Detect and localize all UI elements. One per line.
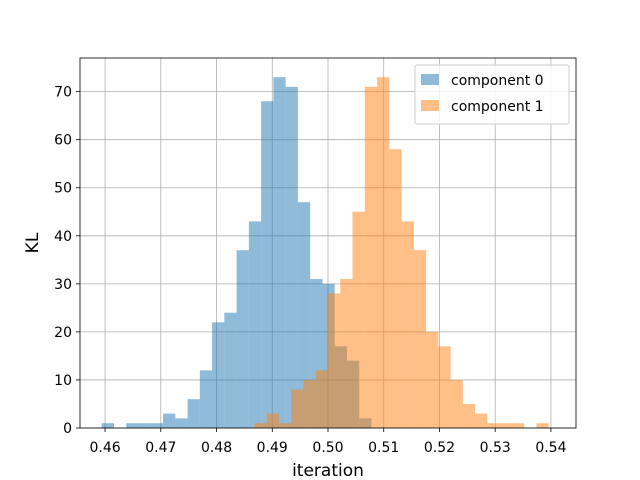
x-tick-label: 0.51 — [368, 440, 399, 456]
x-tick-label: 0.53 — [480, 440, 511, 456]
bars — [101, 77, 549, 429]
histogram-bar — [401, 221, 414, 428]
histogram-bar — [273, 77, 286, 429]
histogram-bar — [328, 293, 341, 428]
histogram-bar — [212, 322, 225, 428]
histogram-bar — [303, 379, 316, 428]
x-tick-label: 0.54 — [535, 440, 566, 456]
histogram-bar — [236, 250, 249, 428]
histogram-bar — [254, 423, 267, 428]
x-tick-label: 0.49 — [257, 440, 288, 456]
histogram-bar — [352, 211, 365, 428]
x-tick-label: 0.48 — [201, 440, 232, 456]
histogram-bar — [364, 86, 378, 428]
histogram-bar — [438, 346, 451, 428]
histogram-bar — [138, 423, 151, 428]
x-tick-label: 0.52 — [424, 440, 455, 456]
histogram-bar — [462, 403, 476, 428]
histogram-bar — [261, 101, 274, 428]
histogram-bar — [487, 423, 500, 428]
histogram-bar — [187, 399, 200, 428]
x-axis-label: iteration — [292, 461, 364, 480]
histogram-bar — [511, 423, 525, 428]
histogram-bar — [499, 423, 512, 428]
y-tick-label: 40 — [54, 229, 72, 245]
histogram-bar — [248, 221, 262, 428]
x-tick-label: 0.47 — [145, 440, 176, 456]
histogram-bar — [126, 423, 139, 428]
y-tick-label: 50 — [54, 181, 72, 197]
legend-box — [414, 64, 570, 125]
histogram-bar — [389, 149, 402, 428]
histogram-bar — [475, 413, 488, 428]
x-tick-label: 0.50 — [312, 440, 343, 456]
y-tick-label: 20 — [54, 325, 72, 341]
histogram-bar — [413, 250, 427, 428]
legend-label-component-1: component 1 — [451, 99, 544, 115]
histogram-bar — [340, 279, 353, 428]
histogram-bar — [377, 77, 390, 429]
legend-swatch-component-0 — [421, 74, 439, 85]
histogram-bar — [278, 423, 292, 428]
histogram-bar — [163, 413, 176, 428]
y-axis-ticks: 0 10 20 30 40 50 60 70 — [54, 85, 80, 437]
y-axis-label: KL — [23, 232, 43, 253]
histogram-bar — [426, 331, 439, 428]
histogram-bar — [315, 370, 328, 428]
x-tick-label: 0.46 — [89, 440, 120, 456]
histogram-bar — [266, 413, 279, 428]
histogram-bar — [199, 370, 213, 428]
y-tick-label: 30 — [54, 277, 72, 293]
y-tick-label: 0 — [63, 421, 72, 437]
histogram-bar — [450, 379, 463, 428]
histogram-bar — [291, 389, 304, 428]
legend-label-component-0: component 0 — [451, 73, 544, 89]
y-tick-label: 60 — [54, 133, 72, 149]
histogram-bar — [150, 423, 164, 428]
y-tick-label: 70 — [54, 85, 72, 101]
histogram-bar — [536, 423, 549, 428]
histogram-bar — [224, 312, 237, 428]
histogram-bar — [101, 423, 114, 428]
series-1-bars — [254, 77, 549, 429]
legend: component 0 component 1 — [414, 64, 570, 125]
histogram-bar — [175, 418, 188, 428]
x-axis-ticks: 0.46 0.47 0.48 0.49 0.50 0.51 0.52 0.53 0.54 — [89, 428, 567, 456]
histogram-bar — [285, 86, 298, 428]
y-tick-label: 10 — [54, 373, 72, 389]
histogram-bar — [297, 202, 311, 428]
legend-swatch-component-1 — [421, 100, 439, 111]
